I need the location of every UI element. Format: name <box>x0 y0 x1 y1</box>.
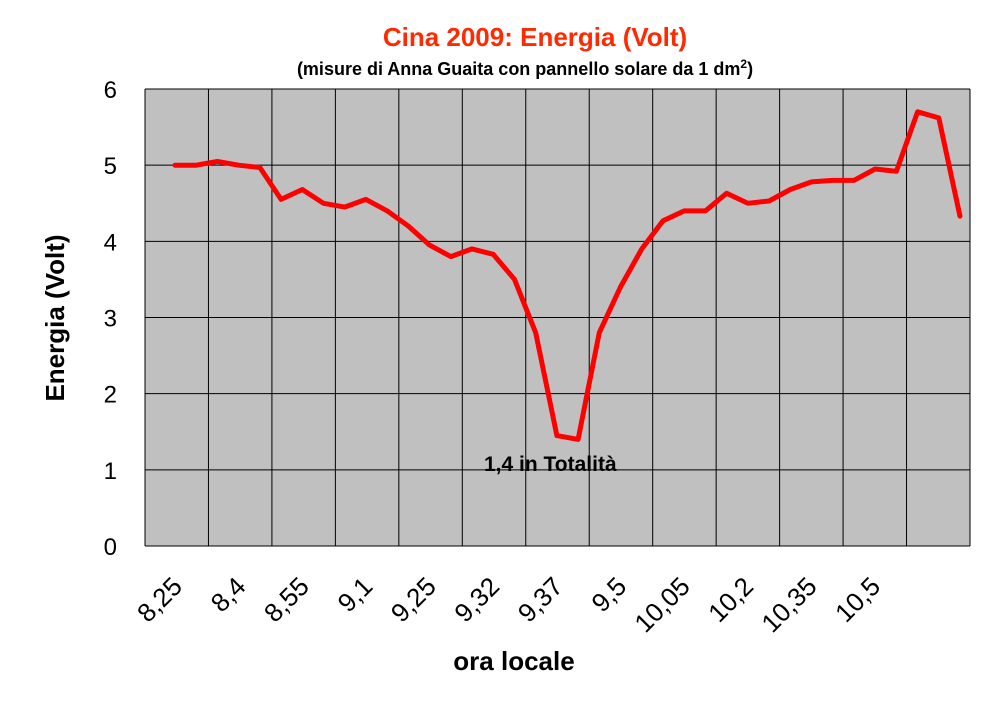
x-tick-label: 9,37 <box>512 571 569 628</box>
chart-subtitle: (misure di Anna Guaita con pannello sola… <box>297 57 753 79</box>
y-tick-label: 5 <box>104 153 117 180</box>
series-layer <box>172 109 963 442</box>
x-axis-ticks: 8,25 8,4 8,55 9,1 9,25 9,32 9,37 9,510,05 10,210… <box>131 571 886 638</box>
y-tick-label: 1 <box>104 458 117 485</box>
x-tick-label: 9,5 <box>585 571 632 618</box>
x-tick-label: 10,35 <box>755 571 822 638</box>
x-tick-label: 9,1 <box>332 571 379 618</box>
y-tick-label: 4 <box>104 229 117 256</box>
y-tick-label: 6 <box>104 77 117 104</box>
x-tick-label: 8,4 <box>205 571 252 618</box>
y-tick-label: 2 <box>104 382 117 409</box>
y-tick-label: 0 <box>104 534 117 561</box>
x-tick-label: 9,25 <box>385 571 442 628</box>
subtitle-close: ) <box>747 59 753 79</box>
x-tick-label: 8,55 <box>258 571 315 628</box>
gridlines <box>144 88 971 547</box>
x-tick-label: 10,5 <box>829 571 886 628</box>
x-tick-label: 8,25 <box>131 571 188 628</box>
y-axis-label: Energia (Volt) <box>40 234 70 401</box>
x-tick-label: 10,05 <box>628 571 695 638</box>
x-tick-label: 10,2 <box>702 571 759 628</box>
series-line <box>172 109 963 442</box>
y-tick-label: 3 <box>104 306 117 333</box>
annotation-totality: 1,4 in Totalità <box>484 453 617 476</box>
x-axis-label: ora locale <box>453 646 574 676</box>
subtitle-superscript: 2 <box>740 57 747 71</box>
y-axis-ticks: 0 1 2 3 4 5 6 <box>104 77 117 561</box>
x-tick-label: 9,32 <box>448 571 505 628</box>
subtitle-text: (misure di Anna Guaita con pannello sola… <box>297 59 740 79</box>
chart-title: Cina 2009: Energia (Volt) <box>383 22 687 52</box>
